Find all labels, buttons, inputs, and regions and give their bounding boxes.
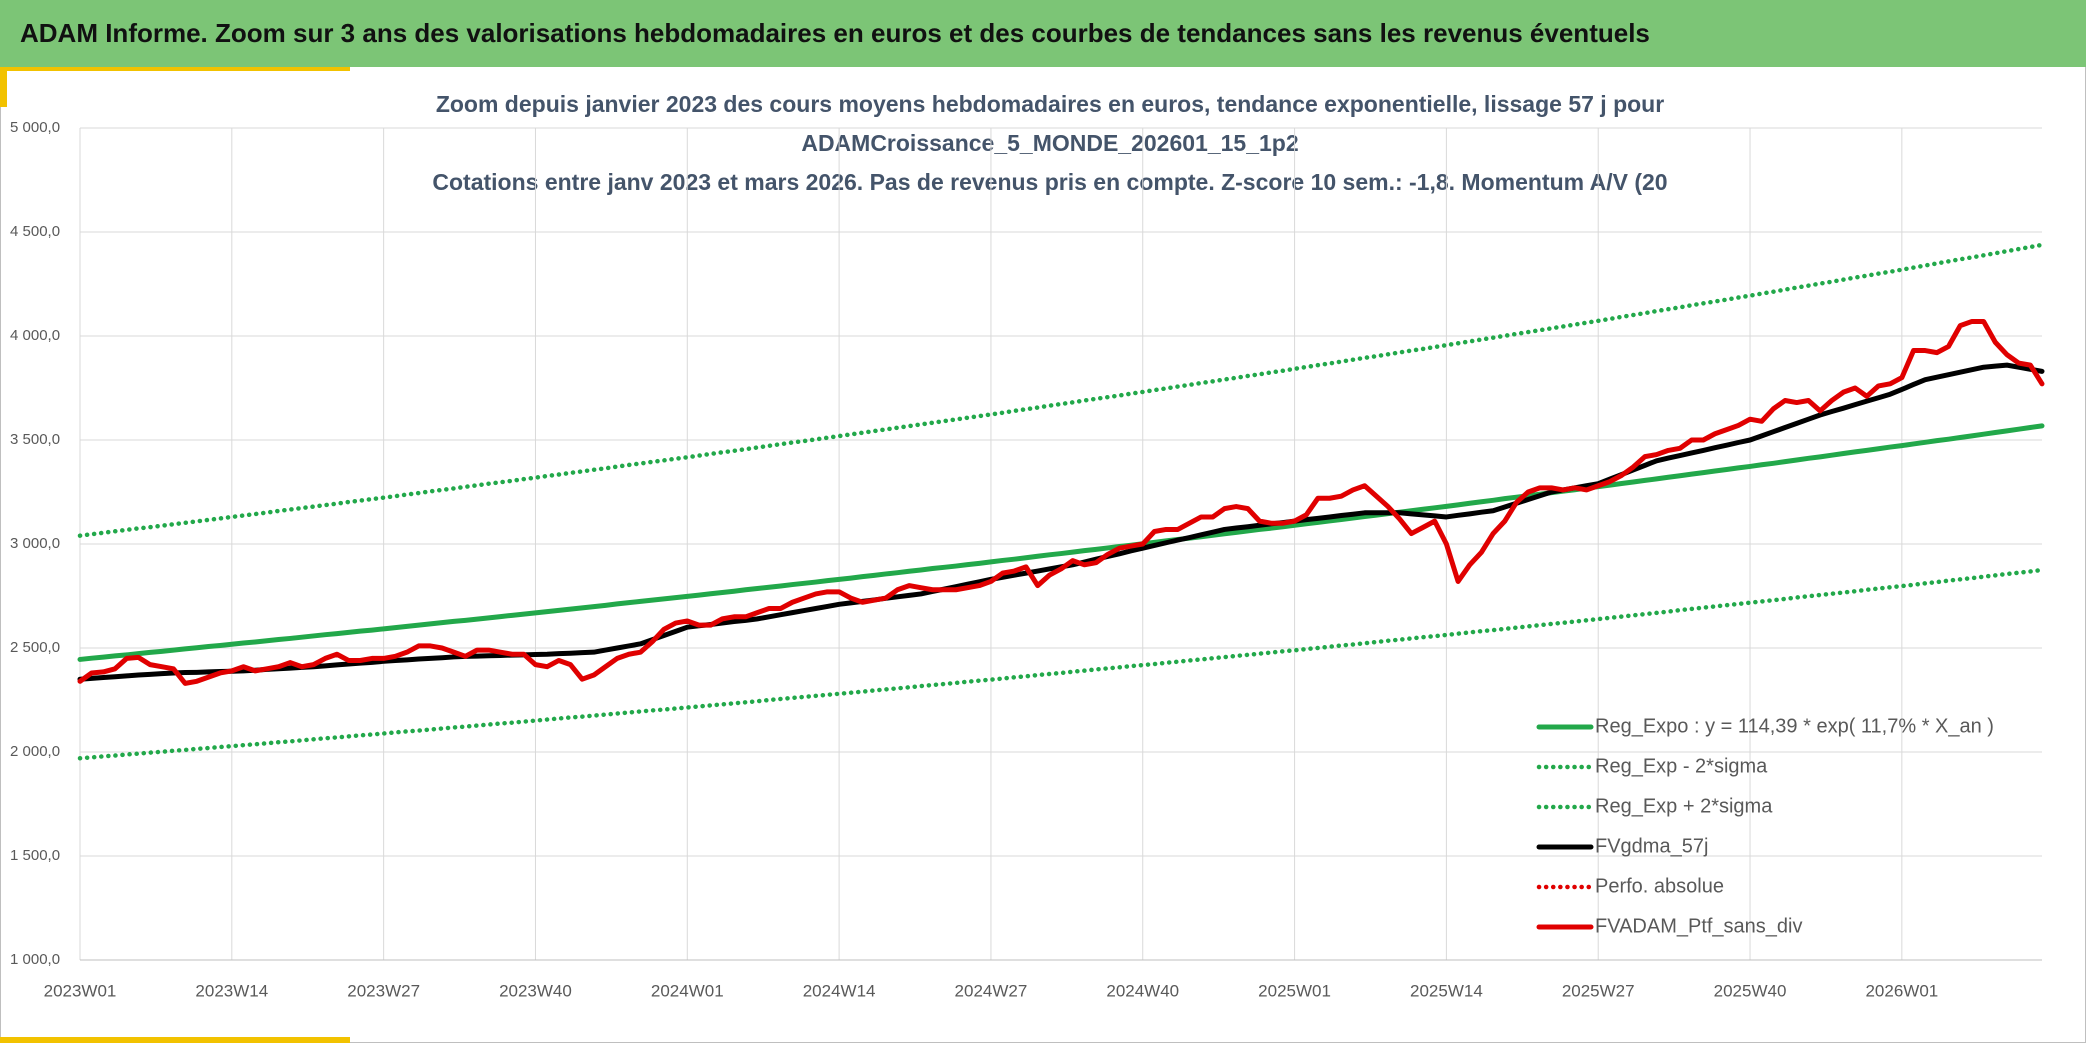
x-tick-label: 2024W14	[803, 981, 876, 1000]
x-tick-label: 2023W01	[44, 981, 117, 1000]
y-tick-label: 1 500,0	[10, 847, 60, 864]
x-tick-label: 2025W27	[1562, 981, 1635, 1000]
series-line	[77, 567, 2045, 761]
chart-title: ADAMCroissance_5_MONDE_202601_15_1p2	[801, 130, 1298, 156]
x-tick-label: 2025W40	[1714, 981, 1787, 1000]
x-tick-label: 2023W27	[347, 981, 420, 1000]
x-tick-label: 2024W40	[1106, 981, 1179, 1000]
header-title: ADAM Informe. Zoom sur 3 ans des valoris…	[20, 18, 1650, 48]
y-tick-label: 5 000,0	[10, 119, 60, 136]
y-tick-label: 2 500,0	[10, 639, 60, 656]
header-bar	[0, 0, 2086, 67]
y-tick-label: 2 000,0	[10, 743, 60, 760]
series-line	[77, 423, 2045, 662]
chart-title: Zoom depuis janvier 2023 des cours moyen…	[436, 91, 1664, 117]
series-line	[77, 318, 2045, 686]
legend-label: Reg_Expo : y = 114,39 * exp( 11,7% * X_a…	[1595, 715, 1994, 737]
x-tick-label: 2023W40	[499, 981, 572, 1000]
legend-label: Reg_Exp - 2*sigma	[1595, 755, 1768, 777]
x-tick-label: 2024W01	[651, 981, 724, 1000]
x-tick-label: 2026W01	[1865, 981, 1938, 1000]
x-tick-label: 2025W01	[1258, 981, 1331, 1000]
y-tick-label: 1 000,0	[10, 951, 60, 968]
y-tick-label: 4 000,0	[10, 327, 60, 344]
y-tick-label: 3 000,0	[10, 535, 60, 552]
y-tick-label: 4 500,0	[10, 223, 60, 240]
accent	[0, 67, 350, 71]
chart-title: Cotations entre janv 2023 et mars 2026. …	[432, 169, 1667, 195]
x-tick-label: 2024W27	[955, 981, 1028, 1000]
legend-label: FVgdma_57j	[1595, 835, 1708, 857]
accent	[0, 1037, 350, 1043]
x-tick-label: 2025W14	[1410, 981, 1483, 1000]
y-tick-label: 3 500,0	[10, 431, 60, 448]
accent	[0, 67, 7, 107]
x-tick-label: 2023W14	[195, 981, 268, 1000]
legend-label: Perfo. absolue	[1595, 875, 1724, 897]
legend-label: FVADAM_Ptf_sans_div	[1595, 915, 1803, 937]
legend-label: Reg_Exp + 2*sigma	[1595, 795, 1773, 817]
